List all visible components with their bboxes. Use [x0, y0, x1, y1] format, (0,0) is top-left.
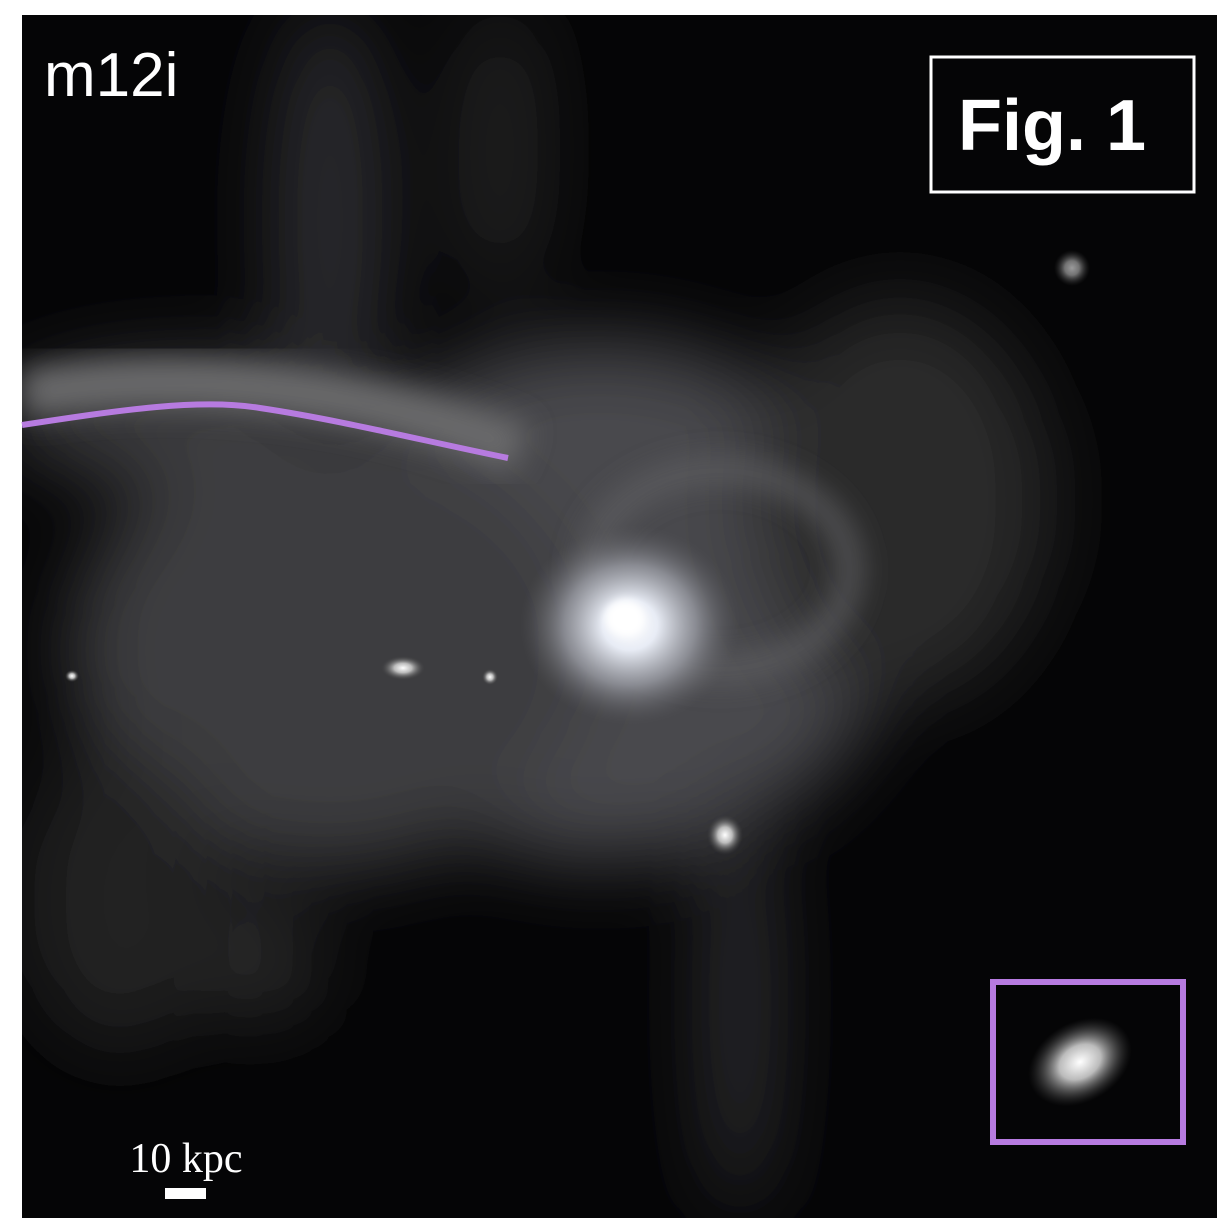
figure: Fig. 1 m12i 10 kpc	[0, 0, 1217, 1218]
simulation-label: m12i	[44, 41, 178, 110]
page: {"simulation_label": "m12i", "figure_lab…	[0, 0, 1217, 1218]
scale-bar-label: 10 kpc	[129, 1136, 242, 1182]
scale-bar	[165, 1188, 206, 1199]
figure-label: Fig. 1	[958, 86, 1146, 166]
